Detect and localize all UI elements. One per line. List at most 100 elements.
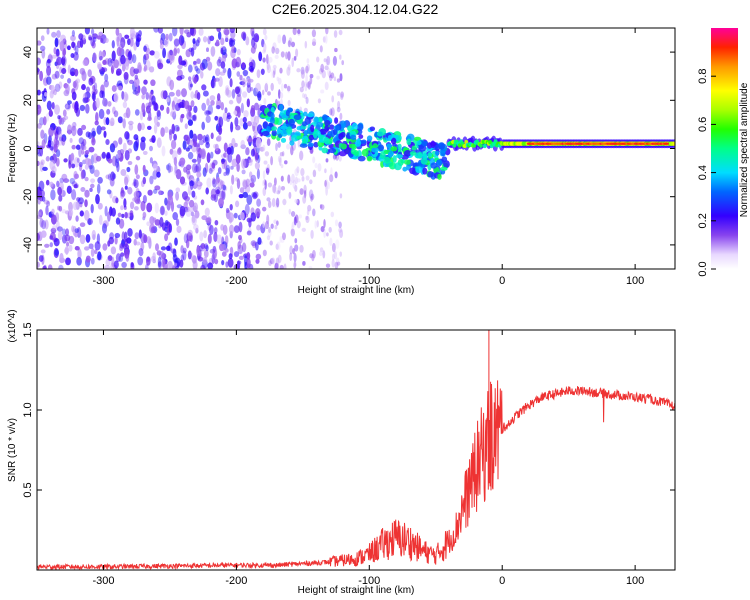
heatmap-cell bbox=[111, 85, 117, 92]
heatmap-cell bbox=[191, 114, 197, 121]
heatmap-cell bbox=[115, 28, 120, 37]
heatmap-cell bbox=[81, 124, 87, 131]
heatmap-cell bbox=[340, 143, 347, 150]
heatmap-cell bbox=[37, 160, 40, 167]
heatmap-cell bbox=[301, 80, 305, 88]
x-tick-label: 0 bbox=[499, 575, 505, 587]
heatmap-cell bbox=[57, 230, 63, 241]
heatmap-cell bbox=[254, 161, 260, 170]
heatmap-cell bbox=[323, 137, 330, 145]
heatmap-cell bbox=[339, 73, 343, 82]
heatmap-cell bbox=[90, 183, 95, 189]
heatmap-cell bbox=[126, 166, 131, 173]
heatmap-cell bbox=[110, 117, 115, 127]
heatmap-cell bbox=[219, 71, 226, 76]
heatmap-cell bbox=[422, 167, 428, 175]
heatmap-cell bbox=[38, 180, 45, 192]
heatmap-cell bbox=[118, 218, 125, 229]
heatmap-cell bbox=[40, 189, 45, 198]
heatmap-cell bbox=[372, 143, 378, 149]
heatmap-cell bbox=[201, 58, 208, 70]
heatmap-cell bbox=[266, 64, 272, 74]
heatmap-cell bbox=[133, 190, 140, 199]
heatmap-cell bbox=[406, 138, 412, 146]
heatmap-cell bbox=[271, 257, 276, 265]
heatmap-cell bbox=[107, 211, 111, 222]
heatmap-cell bbox=[201, 215, 208, 221]
heatmap-cell bbox=[238, 255, 244, 260]
heatmap-cell bbox=[207, 104, 213, 116]
heatmap-cell bbox=[264, 82, 269, 93]
heatmap-cell bbox=[84, 149, 90, 155]
heatmap-cell bbox=[70, 71, 75, 76]
heatmap-cell bbox=[250, 46, 256, 54]
heatmap-cell bbox=[65, 83, 70, 95]
heatmap-cell bbox=[176, 69, 183, 78]
heatmap-cell bbox=[427, 171, 434, 178]
snr-x-axis: -300 -200 -100 0 100 bbox=[92, 330, 644, 587]
heatmap-cell bbox=[320, 225, 325, 233]
y-tick-label: 1.0 bbox=[22, 402, 34, 417]
heatmap-cell bbox=[204, 243, 209, 250]
heatmap-cell bbox=[71, 91, 77, 101]
heatmap-cell bbox=[312, 131, 318, 139]
heatmap-cell bbox=[279, 264, 284, 269]
heatmap-cell bbox=[282, 34, 287, 45]
heatmap-cell bbox=[78, 147, 82, 158]
heatmap-cell bbox=[286, 143, 291, 150]
heatmap-cell bbox=[137, 122, 142, 132]
heatmap-cell bbox=[100, 71, 105, 77]
x-tick-label: -200 bbox=[225, 275, 247, 287]
heatmap-cell bbox=[379, 151, 386, 159]
heatmap-cell bbox=[395, 154, 404, 159]
heatmap-cell bbox=[212, 177, 216, 185]
heatmap-cell bbox=[153, 115, 159, 125]
heatmap-cell bbox=[277, 254, 282, 264]
heatmap-cell bbox=[116, 46, 122, 57]
heatmap-cell bbox=[299, 244, 304, 253]
heatmap-cell bbox=[42, 166, 48, 172]
heatmap-cell bbox=[210, 132, 214, 140]
heatmap-cell bbox=[50, 84, 55, 95]
heatmap-cell bbox=[320, 89, 325, 94]
heatmap-cell bbox=[238, 194, 244, 199]
heatmap-cell bbox=[173, 262, 178, 267]
heatmap-cell bbox=[296, 178, 301, 183]
heatmap-cell bbox=[242, 91, 248, 98]
heatmap-cell bbox=[173, 133, 177, 141]
heatmap-cell bbox=[74, 228, 80, 233]
heatmap-cell bbox=[274, 224, 278, 230]
heatmap-cell bbox=[294, 199, 299, 204]
heatmap-cell bbox=[329, 74, 333, 82]
heatmap-cell bbox=[225, 33, 229, 42]
heatmap-cell bbox=[403, 159, 411, 165]
heatmap-cell bbox=[262, 144, 266, 152]
heatmap-cell bbox=[162, 47, 167, 59]
heatmap-cell bbox=[87, 69, 92, 78]
heatmap-cell bbox=[60, 74, 65, 79]
heatmap-cell bbox=[252, 192, 258, 200]
heatmap-cell bbox=[152, 252, 156, 261]
heatmap-cell bbox=[76, 157, 80, 163]
heatmap-cell bbox=[217, 31, 222, 40]
heatmap-cell bbox=[329, 237, 333, 247]
heatmap-cell bbox=[112, 106, 116, 115]
heatmap-cell bbox=[268, 226, 271, 233]
heatmap-cell bbox=[313, 141, 319, 148]
heatmap-cell bbox=[178, 101, 185, 109]
heatmap-cell bbox=[233, 212, 238, 219]
heatmap-cell bbox=[339, 112, 343, 121]
heatmap-cell bbox=[310, 124, 315, 133]
heatmap-cell bbox=[369, 126, 376, 132]
heatmap-cell bbox=[227, 112, 231, 117]
heatmap-cell bbox=[241, 158, 246, 169]
heatmap-cell bbox=[280, 175, 284, 182]
heatmap-cell bbox=[438, 142, 446, 150]
heatmap-cell bbox=[199, 231, 204, 242]
heatmap-cell bbox=[139, 110, 144, 121]
heatmap-cell bbox=[403, 150, 412, 157]
heatmap-cell bbox=[312, 208, 316, 217]
heatmap-cell bbox=[194, 210, 200, 219]
heatmap-cell bbox=[291, 57, 295, 68]
